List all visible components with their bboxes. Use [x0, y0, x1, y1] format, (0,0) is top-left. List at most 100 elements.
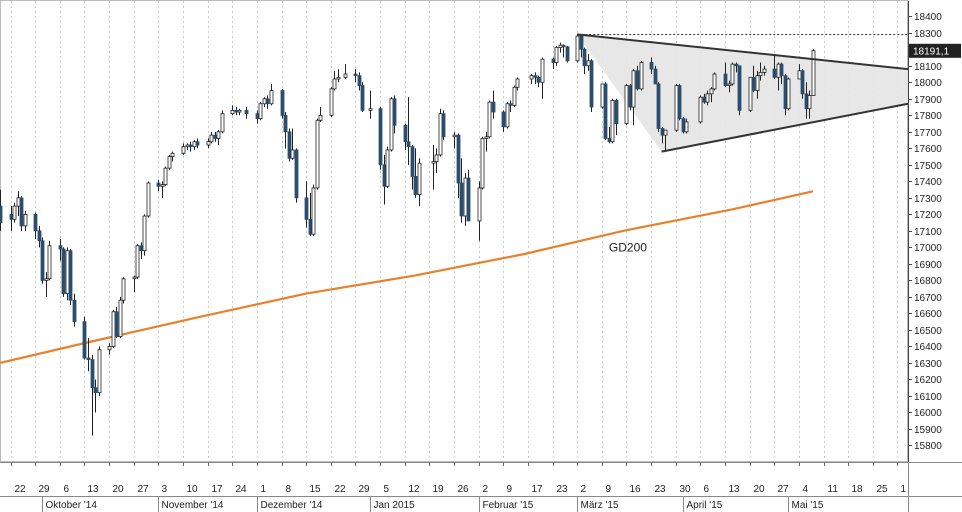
candle-body [318, 114, 323, 121]
candle-body [114, 311, 119, 337]
candle-body [118, 299, 123, 337]
x-tick-label: 2 [581, 484, 587, 495]
x-tick-label: 9 [507, 484, 513, 495]
x-tick-label: 22 [335, 484, 347, 495]
candle-body [807, 95, 812, 110]
gd200-line [0, 190, 814, 364]
candle-body [368, 108, 373, 111]
candle-body [65, 250, 70, 295]
x-tick-label: 26 [458, 484, 470, 495]
x-tick-label: 20 [113, 484, 125, 495]
candle-body [484, 136, 489, 139]
candle-body [582, 48, 587, 67]
candle-body [142, 215, 147, 252]
candle-body [389, 98, 394, 151]
y-tick-label: 17800 [914, 111, 942, 122]
candle-body [624, 85, 629, 124]
month-label: April '15 [687, 500, 723, 511]
candle-body [111, 311, 116, 347]
candle-body [61, 248, 66, 295]
candle-body [86, 357, 91, 361]
x-tick-label: 5 [384, 484, 390, 495]
candle-body [663, 129, 668, 136]
candle-body [213, 134, 218, 139]
candle-body [280, 90, 285, 116]
candle-body [776, 63, 781, 78]
candle-body [762, 68, 767, 73]
x-tick-label: 13 [729, 484, 741, 495]
x-tick-label: 10 [187, 484, 199, 495]
y-tick-label: 16100 [914, 392, 942, 403]
candle-body [255, 113, 260, 120]
candle-body [561, 44, 566, 48]
candle-body [195, 141, 200, 146]
candle-body [93, 387, 98, 394]
x-tick-label: 3 [162, 484, 168, 495]
candle-body [558, 44, 563, 49]
candle-body [772, 68, 777, 78]
candle-body [734, 63, 739, 67]
candle-body [589, 60, 594, 108]
candle-body [167, 156, 172, 169]
candle-body [216, 131, 221, 139]
candle-body [44, 278, 49, 281]
candle-body [392, 98, 397, 126]
candle-body [709, 88, 714, 95]
candle-body [107, 346, 112, 351]
candle-body [540, 58, 545, 83]
candle-body [804, 93, 809, 110]
candle-body [68, 250, 73, 301]
candle-body [748, 76, 753, 111]
candle-body [163, 167, 168, 186]
candle-body [329, 88, 334, 116]
candle-body [536, 76, 541, 83]
candle-body [452, 134, 457, 138]
candle-body [413, 175, 418, 195]
candle-body [480, 138, 485, 189]
y-tick-label: 15900 [914, 425, 942, 436]
candle-body [751, 76, 756, 91]
candle-body [723, 73, 728, 86]
candle-body [487, 101, 492, 138]
candle-body [466, 177, 471, 222]
y-tick-label: 18000 [914, 78, 942, 89]
candle-body [308, 218, 313, 235]
x-tick-label: 4 [803, 484, 809, 495]
candle-body [800, 70, 805, 95]
moving-average-layer [0, 190, 814, 364]
y-tick-label: 16800 [914, 276, 942, 287]
candle-body [698, 96, 703, 123]
candle-body [385, 149, 390, 187]
y-tick-label: 16600 [914, 309, 942, 320]
y-tick-label: 17500 [914, 161, 942, 172]
candle-body [156, 182, 161, 187]
x-tick-label: 30 [680, 484, 692, 495]
candle-body [505, 103, 510, 128]
candle-body [649, 62, 654, 70]
candle-body [660, 128, 665, 136]
lower-trendline [661, 102, 909, 153]
x-tick-label: 29 [359, 484, 371, 495]
candle-body [674, 85, 679, 131]
candle-body [290, 149, 295, 159]
y-tick-label: 17400 [914, 177, 942, 188]
y-tick-label: 17100 [914, 227, 942, 238]
x-tick-label: 11 [828, 484, 839, 495]
candle-body [72, 299, 77, 323]
x-tick-label: 13 [88, 484, 100, 495]
candle-body [656, 83, 661, 129]
candle-body [434, 154, 439, 162]
candle-body [16, 197, 21, 207]
y-tick-label: 17000 [914, 243, 942, 254]
candle-body [357, 75, 362, 86]
y-tick-label: 16200 [914, 375, 942, 386]
y-tick-label: 17900 [914, 95, 942, 106]
candle-body [477, 187, 482, 222]
y-tick-label: 16300 [914, 359, 942, 370]
month-label: November '14 [162, 500, 224, 511]
month-label: Mai '15 [792, 500, 824, 511]
x-tick-label: 12 [409, 484, 421, 495]
candle-body [501, 111, 506, 128]
y-tick-label: 16700 [914, 293, 942, 304]
